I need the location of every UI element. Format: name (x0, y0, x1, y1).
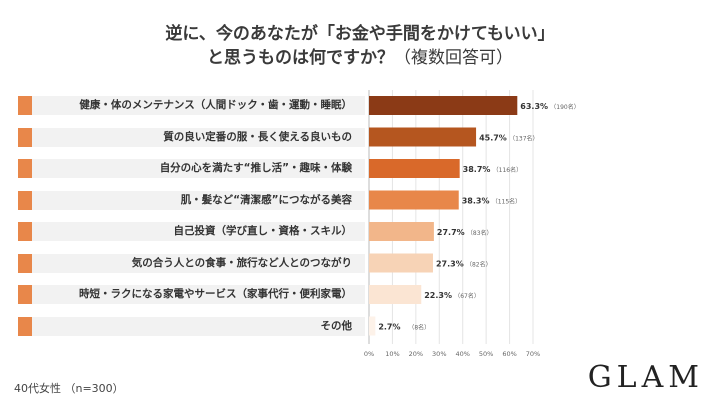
category-label: 肌・髪など“清潔感”につながる美容 (180, 193, 352, 206)
category-label: その他 (320, 319, 353, 332)
row-accent-chip (18, 127, 32, 147)
row-band (18, 285, 365, 304)
row-band (18, 159, 365, 178)
bar (369, 96, 518, 115)
bar-count-label: （115名） (492, 198, 521, 206)
bar-value-label: 27.3% (436, 260, 464, 269)
bar-count-label: （8名） (408, 324, 430, 332)
bar-count-label: （67名） (454, 292, 480, 300)
category-row: その他 (0, 316, 720, 336)
category-row: 健康・体のメンテナンス（人間ドック・歯・運動・睡眠） (0, 96, 720, 115)
bar-count-label: （137名） (509, 135, 538, 143)
bar (369, 159, 460, 178)
x-tick-label: 40% (455, 350, 469, 358)
bar (369, 190, 459, 210)
row-band (18, 190, 365, 210)
category-row: 質の良い定番の服・長く使える良いもの (0, 127, 720, 147)
bar (369, 127, 477, 147)
bar-count-label: （82名） (466, 261, 492, 269)
bar (369, 253, 433, 273)
bar-count-label: （190名） (550, 103, 579, 111)
row-band (18, 222, 365, 241)
row-accent-chip (18, 285, 32, 304)
x-tick-label: 20% (409, 350, 423, 358)
title-line1: 逆に、今のあなたが「お金や手間をかけてもいい」 (165, 24, 555, 44)
bar-value-label: 38.3% (462, 197, 490, 206)
bar-count-label: （116名） (493, 166, 522, 174)
row-band (18, 127, 365, 147)
chart-title: 逆に、今のあなたが「お金や手間をかけてもいい」 と思うものは何ですか？（複数回答… (0, 22, 720, 70)
title-line2-sub: （複数回答可） (394, 48, 513, 68)
x-tick-label: 50% (479, 350, 493, 358)
bar (369, 222, 434, 241)
bar-count-label: （83名） (467, 229, 493, 237)
row-accent-chip (18, 159, 32, 178)
category-row: 自己投資（学び直し・資格・スキル） (0, 222, 720, 241)
category-label: 健康・体のメンテナンス（人間ドック・歯・運動・睡眠） (79, 99, 352, 111)
bar-value-label: 2.7% (378, 323, 400, 332)
category-label: 自分の心を満たす“推し活”・趣味・体験 (159, 162, 352, 174)
category-row: 自分の心を満たす“推し活”・趣味・体験 (0, 159, 720, 178)
title-line2: と思うものは何ですか？（複数回答可） (0, 46, 720, 70)
category-label: 時短・ラクになる家電やサービス（家事代行・便利家電） (79, 288, 352, 300)
bar-value-label: 22.3% (424, 291, 452, 300)
row-band (18, 96, 365, 115)
glam-logo: GLAM (587, 360, 704, 395)
x-tick-label: 70% (526, 350, 540, 358)
bar (369, 316, 376, 336)
category-row: 気の合う人との食事・旅行など人とのつながり (0, 253, 720, 273)
category-row: 肌・髪など“清潔感”につながる美容 (0, 190, 720, 210)
x-tick-label: 10% (385, 350, 399, 358)
bar-value-label: 27.7% (437, 228, 465, 237)
title-line2-main: と思うものは何ですか？ (207, 48, 394, 68)
bar-value-label: 63.3% (520, 102, 548, 111)
x-tick-label: 0% (364, 350, 374, 358)
row-accent-chip (18, 253, 32, 273)
sample-note: 40代女性 （n=300） (14, 382, 124, 395)
bar-value-label: 45.7% (479, 134, 507, 143)
bar (369, 285, 422, 304)
row-accent-chip (18, 222, 32, 241)
category-label: 質の良い定番の服・長く使える良いもの (163, 130, 352, 143)
x-tick-label: 30% (432, 350, 446, 358)
row-accent-chip (18, 316, 32, 336)
row-band (18, 253, 365, 273)
bar-value-label: 38.7% (463, 165, 491, 174)
x-tick-label: 60% (502, 350, 516, 358)
category-label: 気の合う人との食事・旅行など人とのつながり (131, 256, 352, 269)
category-row: 時短・ラクになる家電やサービス（家事代行・便利家電） (0, 285, 720, 304)
row-accent-chip (18, 96, 32, 115)
category-label: 自己投資（学び直し・資格・スキル） (173, 225, 353, 237)
row-accent-chip (18, 190, 32, 210)
row-band (18, 316, 365, 336)
